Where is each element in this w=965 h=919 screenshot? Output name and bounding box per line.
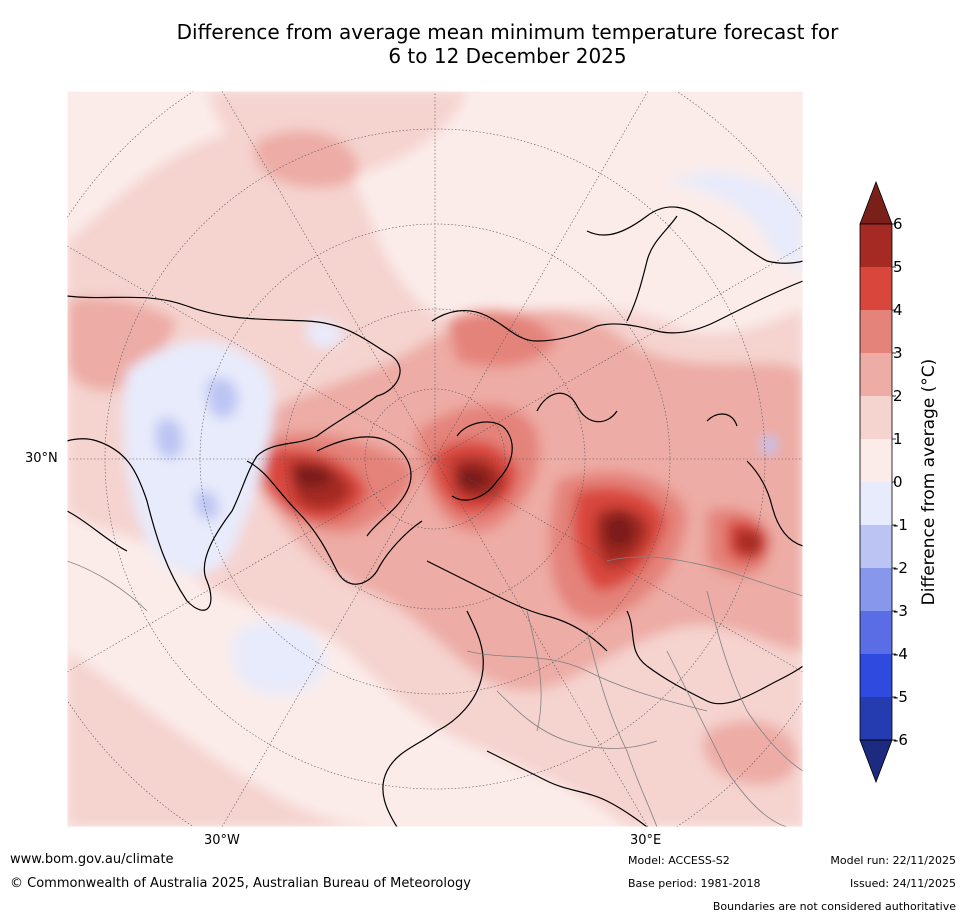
colorbar-bin bbox=[860, 396, 892, 439]
coastlines bbox=[67, 206, 803, 827]
colorbar-tick-label: -3 bbox=[893, 602, 908, 620]
colorbar-ticks: 6 5 4 3 2 1 0 -1 -2 -3 -4 -5 -6 bbox=[892, 215, 908, 749]
colorbar-bin bbox=[860, 654, 892, 697]
lon-label-30w: 30°W bbox=[204, 833, 240, 848]
colorbar-tick-label: 1 bbox=[893, 430, 903, 448]
anomaly-contours bbox=[67, 91, 803, 827]
chart-title: Difference from average mean minimum tem… bbox=[0, 20, 965, 68]
footer-model-run: Model run: 22/11/2025 bbox=[830, 854, 956, 867]
colorbar-bin bbox=[860, 697, 892, 740]
lat-label-30n: 30°N bbox=[25, 451, 58, 466]
colorbar-bin bbox=[860, 482, 892, 525]
title-line-1: Difference from average mean minimum tem… bbox=[176, 20, 839, 44]
colorbar-tick-label: -2 bbox=[893, 559, 908, 577]
colorbar-bin bbox=[860, 525, 892, 568]
colorbar-extend-top bbox=[859, 180, 893, 225]
footer-disclaimer: Boundaries are not considered authoritat… bbox=[712, 900, 956, 913]
colorbar-extend-bottom bbox=[859, 739, 893, 784]
colorbar-tick-label: 5 bbox=[893, 258, 903, 276]
footer-url: www.bom.gov.au/climate bbox=[10, 852, 174, 867]
colorbar-bin bbox=[860, 267, 892, 310]
colorbar-bin bbox=[860, 568, 892, 611]
footer-copyright: © Commonwealth of Australia 2025, Austra… bbox=[10, 876, 471, 891]
colorbar-bin bbox=[860, 310, 892, 353]
footer-model: Model: ACCESS-S2 bbox=[628, 854, 730, 867]
colorbar-tick-label: 3 bbox=[893, 344, 903, 362]
colorbar-bins bbox=[859, 180, 893, 784]
footer-base-period: Base period: 1981-2018 bbox=[628, 877, 761, 890]
colorbar-tick-label: 0 bbox=[893, 473, 903, 491]
footer-issued: Issued: 24/11/2025 bbox=[849, 877, 956, 890]
lon-label-30e: 30°E bbox=[630, 833, 662, 848]
colorbar-tick-label: 4 bbox=[893, 301, 903, 319]
colorbar-bin bbox=[860, 611, 892, 654]
colorbar-tick-label: 6 bbox=[893, 215, 903, 233]
colorbar-label: Difference from average (°C) bbox=[919, 359, 939, 606]
colorbar-tick-label: -4 bbox=[893, 645, 908, 663]
colorbar-tick-label: -5 bbox=[893, 688, 908, 706]
colorbar: 6 5 4 3 2 1 0 -1 -2 -3 -4 -5 -6 Difference from aver… bbox=[859, 180, 939, 784]
colorbar-tick-label: -1 bbox=[893, 516, 908, 534]
country-borders bbox=[67, 556, 803, 827]
title-line-2: 6 to 12 December 2025 bbox=[388, 44, 627, 68]
colorbar-bin bbox=[860, 439, 892, 482]
colorbar-bin bbox=[860, 353, 892, 396]
graticule bbox=[67, 91, 803, 827]
colorbar-tick-label: 2 bbox=[893, 387, 903, 405]
colorbar-bin bbox=[860, 224, 892, 267]
colorbar-tick-label: -6 bbox=[893, 731, 908, 749]
anomaly-map bbox=[67, 91, 803, 827]
